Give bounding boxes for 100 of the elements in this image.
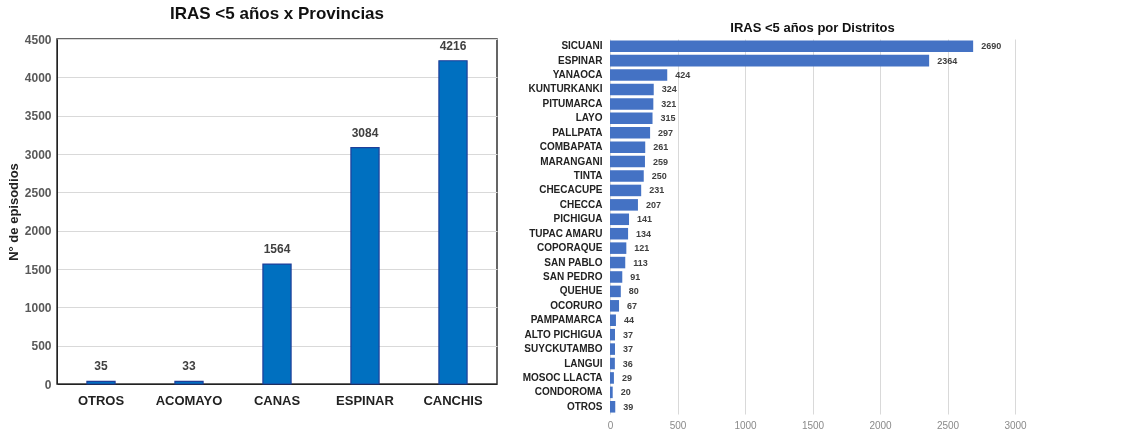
data-label: 261	[653, 142, 669, 153]
y-tick-label: 4000	[24, 70, 52, 85]
bar	[438, 60, 468, 385]
x-tick-label: 2500	[936, 419, 960, 431]
bar	[610, 54, 930, 67]
data-label: 37	[622, 329, 634, 340]
bar	[610, 69, 668, 81]
data-label: 1564	[263, 242, 291, 257]
y-tick-label: CONDOROMA	[534, 386, 603, 398]
y-tick-label: TINTA	[573, 170, 603, 182]
data-label: 29	[621, 372, 632, 383]
y-tick-label: ESPINAR	[558, 54, 604, 66]
x-tick-label: 3000	[1004, 419, 1028, 431]
data-label: 91	[630, 271, 641, 282]
y-tick-label: YANAOCA	[552, 69, 603, 81]
y-tick-label: 3500	[24, 109, 52, 124]
bar	[610, 184, 642, 197]
y-tick-label: SAN PEDRO	[543, 270, 603, 282]
data-label: 259	[652, 156, 668, 167]
data-label: 321	[661, 98, 677, 109]
y-tick-label: KUNTURKANKI	[528, 83, 603, 95]
x-tick-label: 1000	[734, 419, 758, 431]
y-tick-label: 2000	[24, 224, 52, 239]
data-label: 250	[651, 171, 667, 182]
bar	[610, 328, 615, 341]
data-label: 35	[94, 359, 108, 374]
bar	[610, 213, 630, 226]
data-label: 315	[660, 113, 676, 124]
bar	[610, 227, 629, 240]
bar	[610, 314, 616, 327]
x-tick-label: 500	[669, 419, 687, 431]
y-tick-label: COPORAQUE	[536, 242, 603, 254]
data-label: 39	[623, 401, 634, 412]
y-tick-label: MOSOC LLACTA	[522, 371, 603, 383]
bar	[610, 285, 621, 298]
y-tick-label: CHECCA	[559, 198, 603, 210]
y-tick-label: QUEHUE	[559, 285, 603, 297]
y-tick-label: PICHIGUA	[553, 213, 603, 225]
y-tick-label: 4500	[24, 32, 52, 47]
data-label: 141	[637, 214, 653, 225]
bar	[174, 380, 204, 385]
y-tick-label: 3000	[24, 147, 52, 162]
bar	[610, 372, 614, 384]
bar	[610, 126, 651, 139]
data-label: 20	[620, 387, 631, 398]
bar	[610, 155, 645, 168]
data-label: 207	[645, 199, 661, 210]
y-tick-label: PALLPATA	[552, 126, 603, 138]
bar	[610, 83, 654, 96]
bar	[350, 146, 380, 385]
y-tick-label: LAYO	[575, 112, 603, 124]
data-label: 113	[633, 257, 648, 268]
y-tick-label: 0	[44, 377, 52, 392]
y-tick-label: OCORURO	[550, 299, 603, 311]
data-label: 67	[627, 300, 638, 311]
bar	[610, 199, 638, 211]
y-tick-label: PITUMARCA	[542, 97, 603, 109]
x-tick-label: ESPINAR	[336, 392, 395, 408]
y-tick-label: ALTO PICHIGUA	[524, 328, 603, 340]
data-label: 36	[622, 358, 633, 369]
data-label: 424	[675, 70, 691, 81]
x-tick-label: 0	[607, 419, 614, 431]
y-tick-label: 2500	[24, 185, 52, 200]
bar	[610, 170, 644, 182]
bar	[610, 242, 627, 254]
bar	[610, 256, 626, 269]
y-tick-label: 500	[31, 339, 52, 354]
y-tick-label: LANGUI	[564, 357, 603, 369]
bar	[610, 401, 616, 413]
bar	[610, 40, 974, 52]
data-label: 297	[658, 127, 674, 138]
y-tick-label: TUPAC AMARU	[529, 227, 603, 239]
x-tick-label: ACOMAYO	[155, 392, 223, 408]
y-tick-label: COMBAPATA	[539, 141, 603, 153]
bar	[610, 98, 654, 110]
x-tick-label: 2000	[869, 419, 893, 431]
data-label: 37	[622, 344, 634, 355]
x-tick-label: CANCHIS	[423, 392, 483, 408]
bar	[610, 271, 623, 283]
data-label: 80	[628, 286, 639, 297]
y-tick-label: CHECACUPE	[539, 184, 603, 196]
data-label: 121	[634, 243, 650, 254]
y-tick-label: SUYCKUTAMBO	[524, 343, 603, 355]
x-tick-label: CANAS	[253, 392, 301, 408]
data-label: 2364	[937, 55, 958, 66]
bar	[610, 112, 653, 125]
bar	[86, 380, 116, 385]
x-tick-label: 1500	[801, 419, 825, 431]
data-label: 44	[623, 315, 634, 326]
data-label: 324	[661, 84, 677, 95]
bar	[610, 357, 615, 370]
bar	[610, 343, 615, 355]
y-tick-label: 1000	[24, 300, 52, 315]
y-tick-label: SICUANI	[561, 40, 603, 52]
y-axis-title: N° de episodios	[5, 163, 21, 261]
data-label: 33	[182, 359, 196, 374]
data-label: 4216	[439, 38, 467, 53]
chart-title: IRAS <5 años x Provincias	[169, 4, 385, 23]
data-label: 3084	[351, 125, 379, 140]
y-tick-label: 1500	[24, 262, 52, 277]
